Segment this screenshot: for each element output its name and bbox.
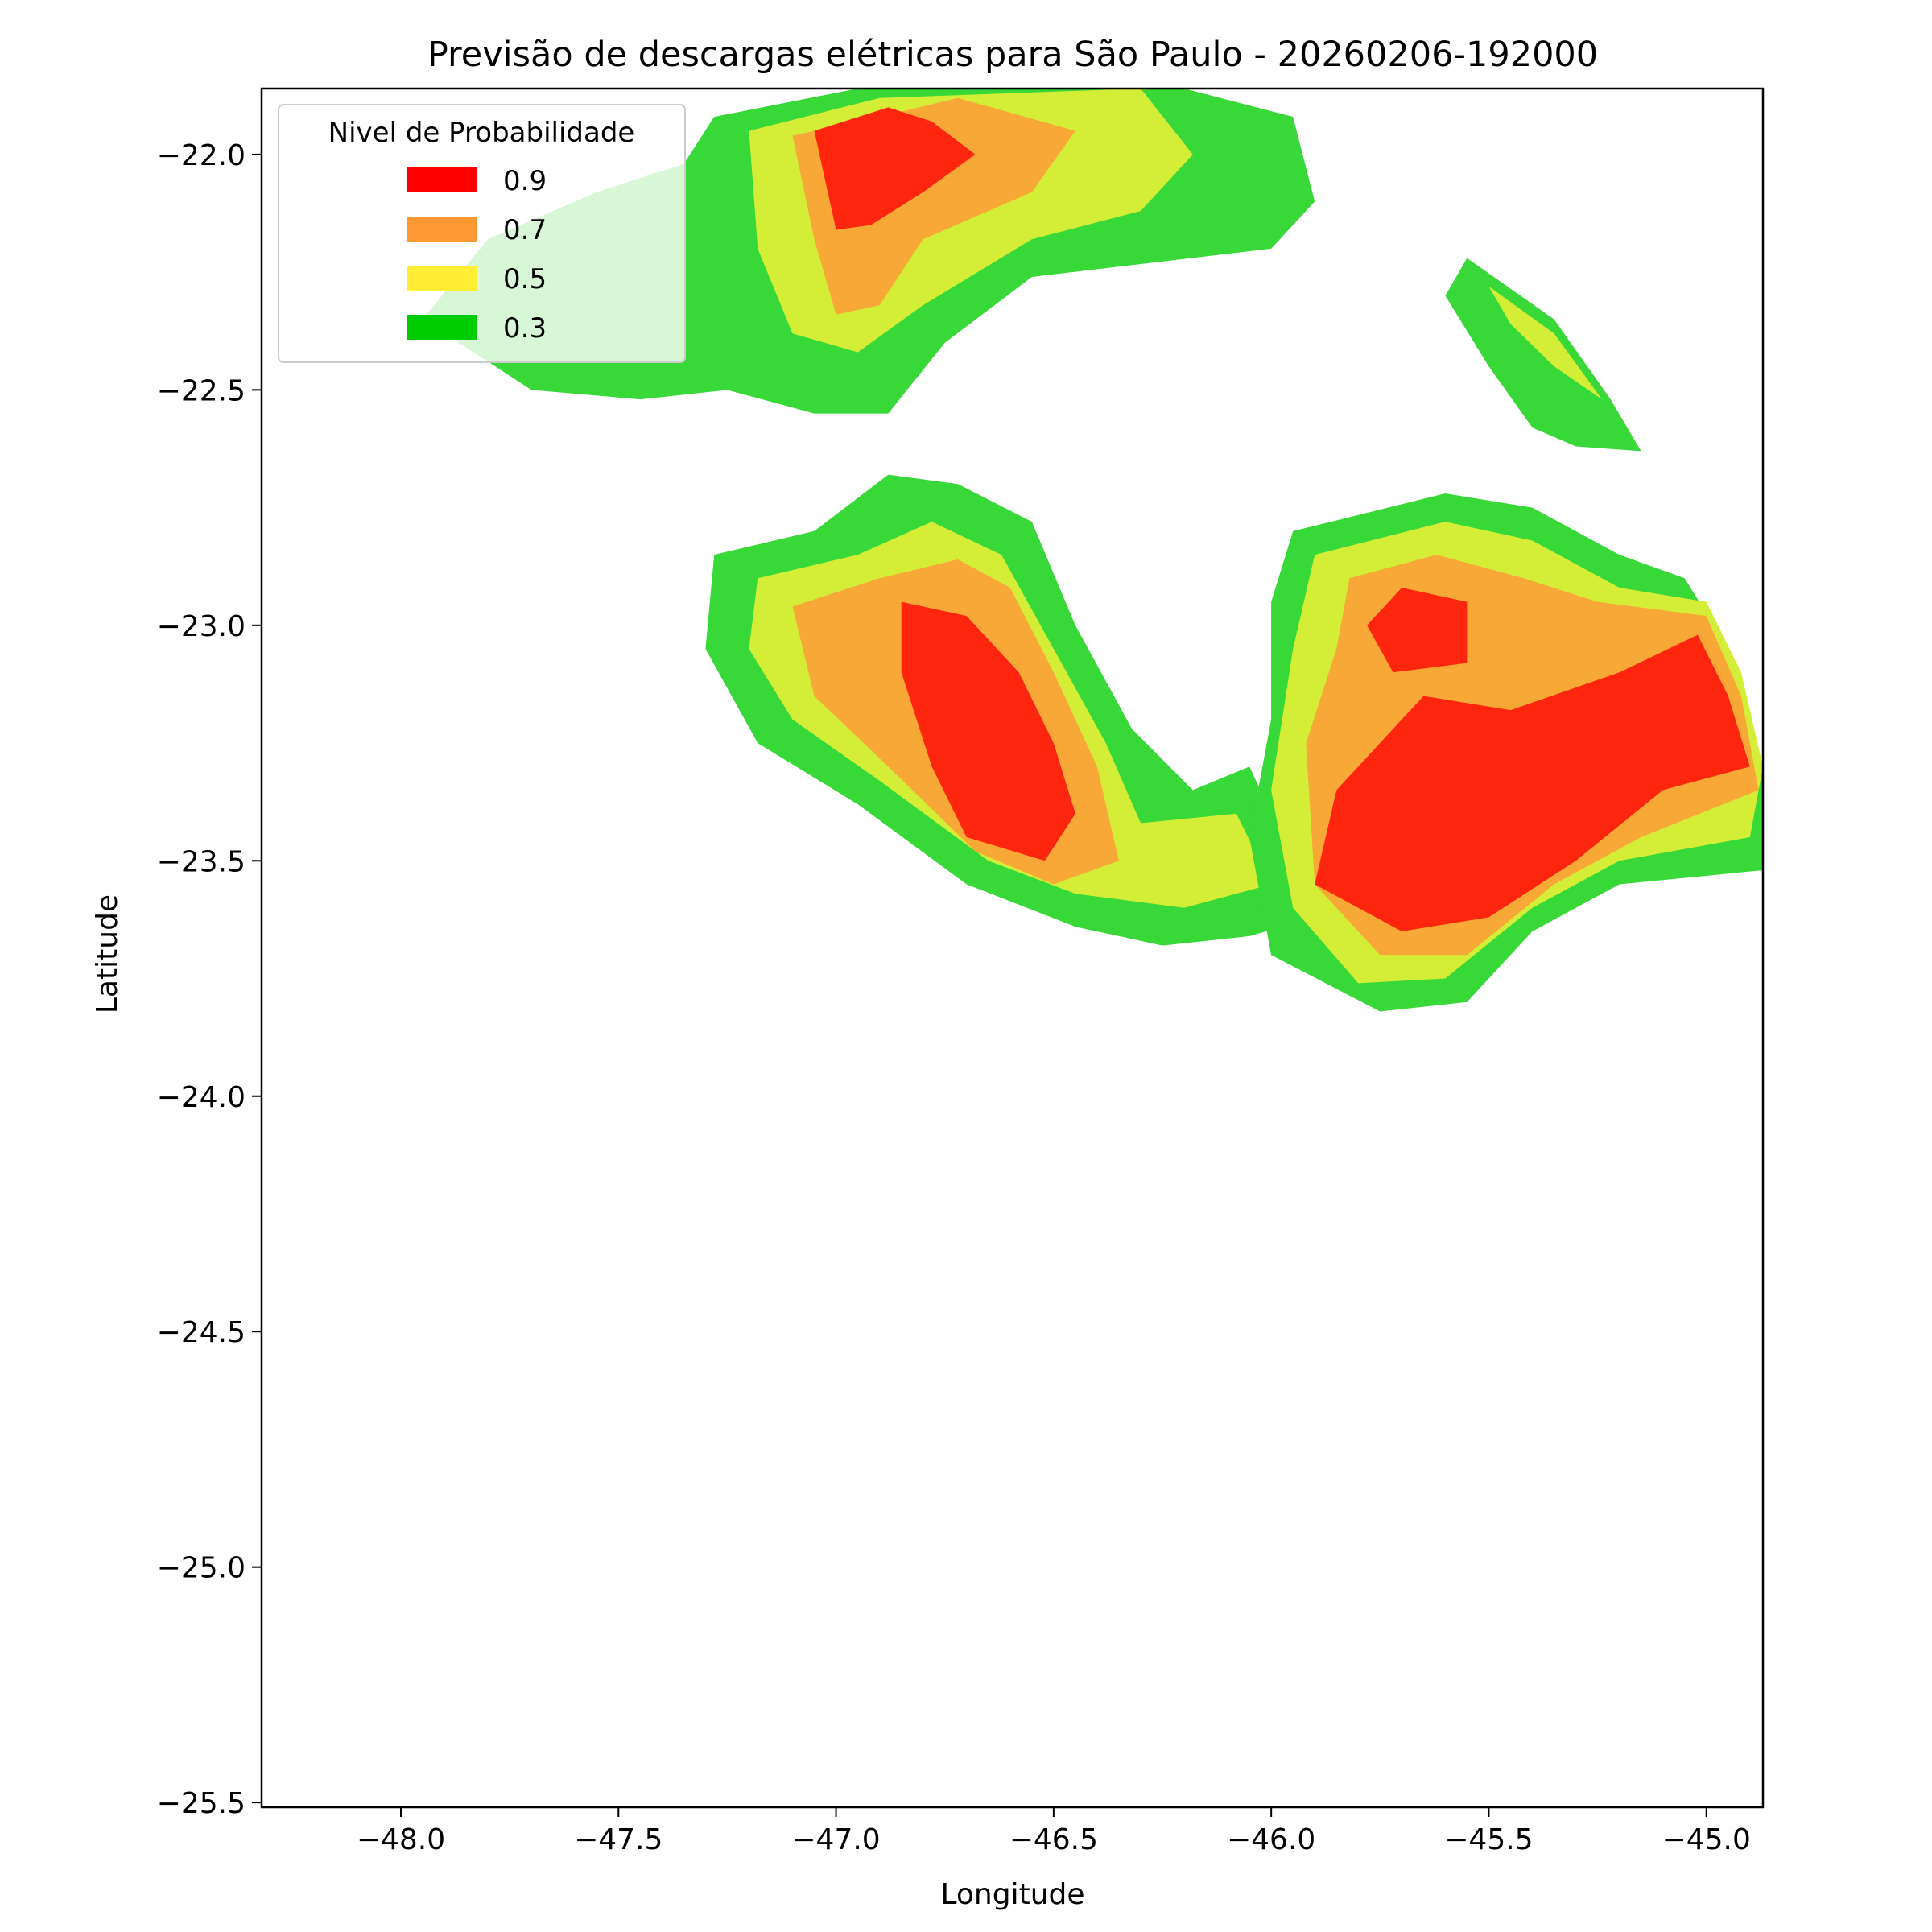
x-axis: −48.0 −47.5 −47.0 −46.5 −46.0 −45.5 −45.0 (357, 1807, 1751, 1856)
legend: Nivel de Probabilidade 0.9 0.7 0.5 0.3 (278, 104, 686, 363)
y-tick-label: −24.0 (157, 1081, 246, 1114)
legend-title: Nivel de Probabilidade (328, 117, 635, 149)
legend-label: 0.5 (503, 263, 547, 295)
north-cluster-level-09-region-3 (814, 107, 976, 230)
y-tick-label: −22.0 (157, 139, 246, 172)
y-tick-label: −22.5 (157, 374, 246, 407)
y-tick-label: −23.5 (157, 845, 246, 878)
east-strip-level-05-region-5 (1488, 286, 1602, 400)
y-axis: −22.0 −22.5 −23.0 −23.5 −24.0 −24.5 −25.0 −25.5 (157, 139, 262, 1820)
x-tick-label: −48.0 (357, 1823, 445, 1856)
x-tick-label: −47.0 (791, 1823, 880, 1856)
legend-swatch (407, 217, 477, 242)
legend-label: 0.9 (503, 165, 547, 197)
x-tick-label: −45.0 (1662, 1823, 1751, 1856)
legend-box (278, 104, 686, 363)
chart-title: Previsão de descargas elétricas para São… (427, 35, 1598, 75)
x-axis-label: Longitude (940, 1878, 1084, 1911)
legend-label: 0.7 (503, 214, 547, 246)
south-east-cluster-level-09-region-13 (1367, 588, 1468, 673)
legend-entries: 0.9 0.7 0.5 0.3 (407, 165, 547, 345)
x-tick-label: −45.5 (1444, 1823, 1533, 1856)
y-tick-label: −24.5 (157, 1316, 246, 1349)
y-tick-label: −25.5 (157, 1787, 246, 1820)
legend-swatch (407, 167, 477, 192)
south-east-cluster-level-09-region-14 (1315, 634, 1750, 931)
y-tick-label: −25.0 (157, 1552, 246, 1585)
x-tick-label: −46.0 (1227, 1823, 1315, 1856)
south-west-cluster-level-09-region-9 (901, 601, 1075, 861)
x-tick-label: −46.5 (1009, 1823, 1098, 1856)
y-axis-label: Latitude (91, 894, 124, 1013)
legend-label: 0.3 (503, 312, 547, 345)
y-tick-label: −23.0 (157, 610, 246, 643)
contour-regions (423, 89, 1763, 1012)
legend-swatch (407, 266, 477, 291)
plot-frame (260, 87, 1765, 1809)
legend-swatch (407, 315, 477, 340)
x-tick-label: −47.5 (574, 1823, 663, 1856)
